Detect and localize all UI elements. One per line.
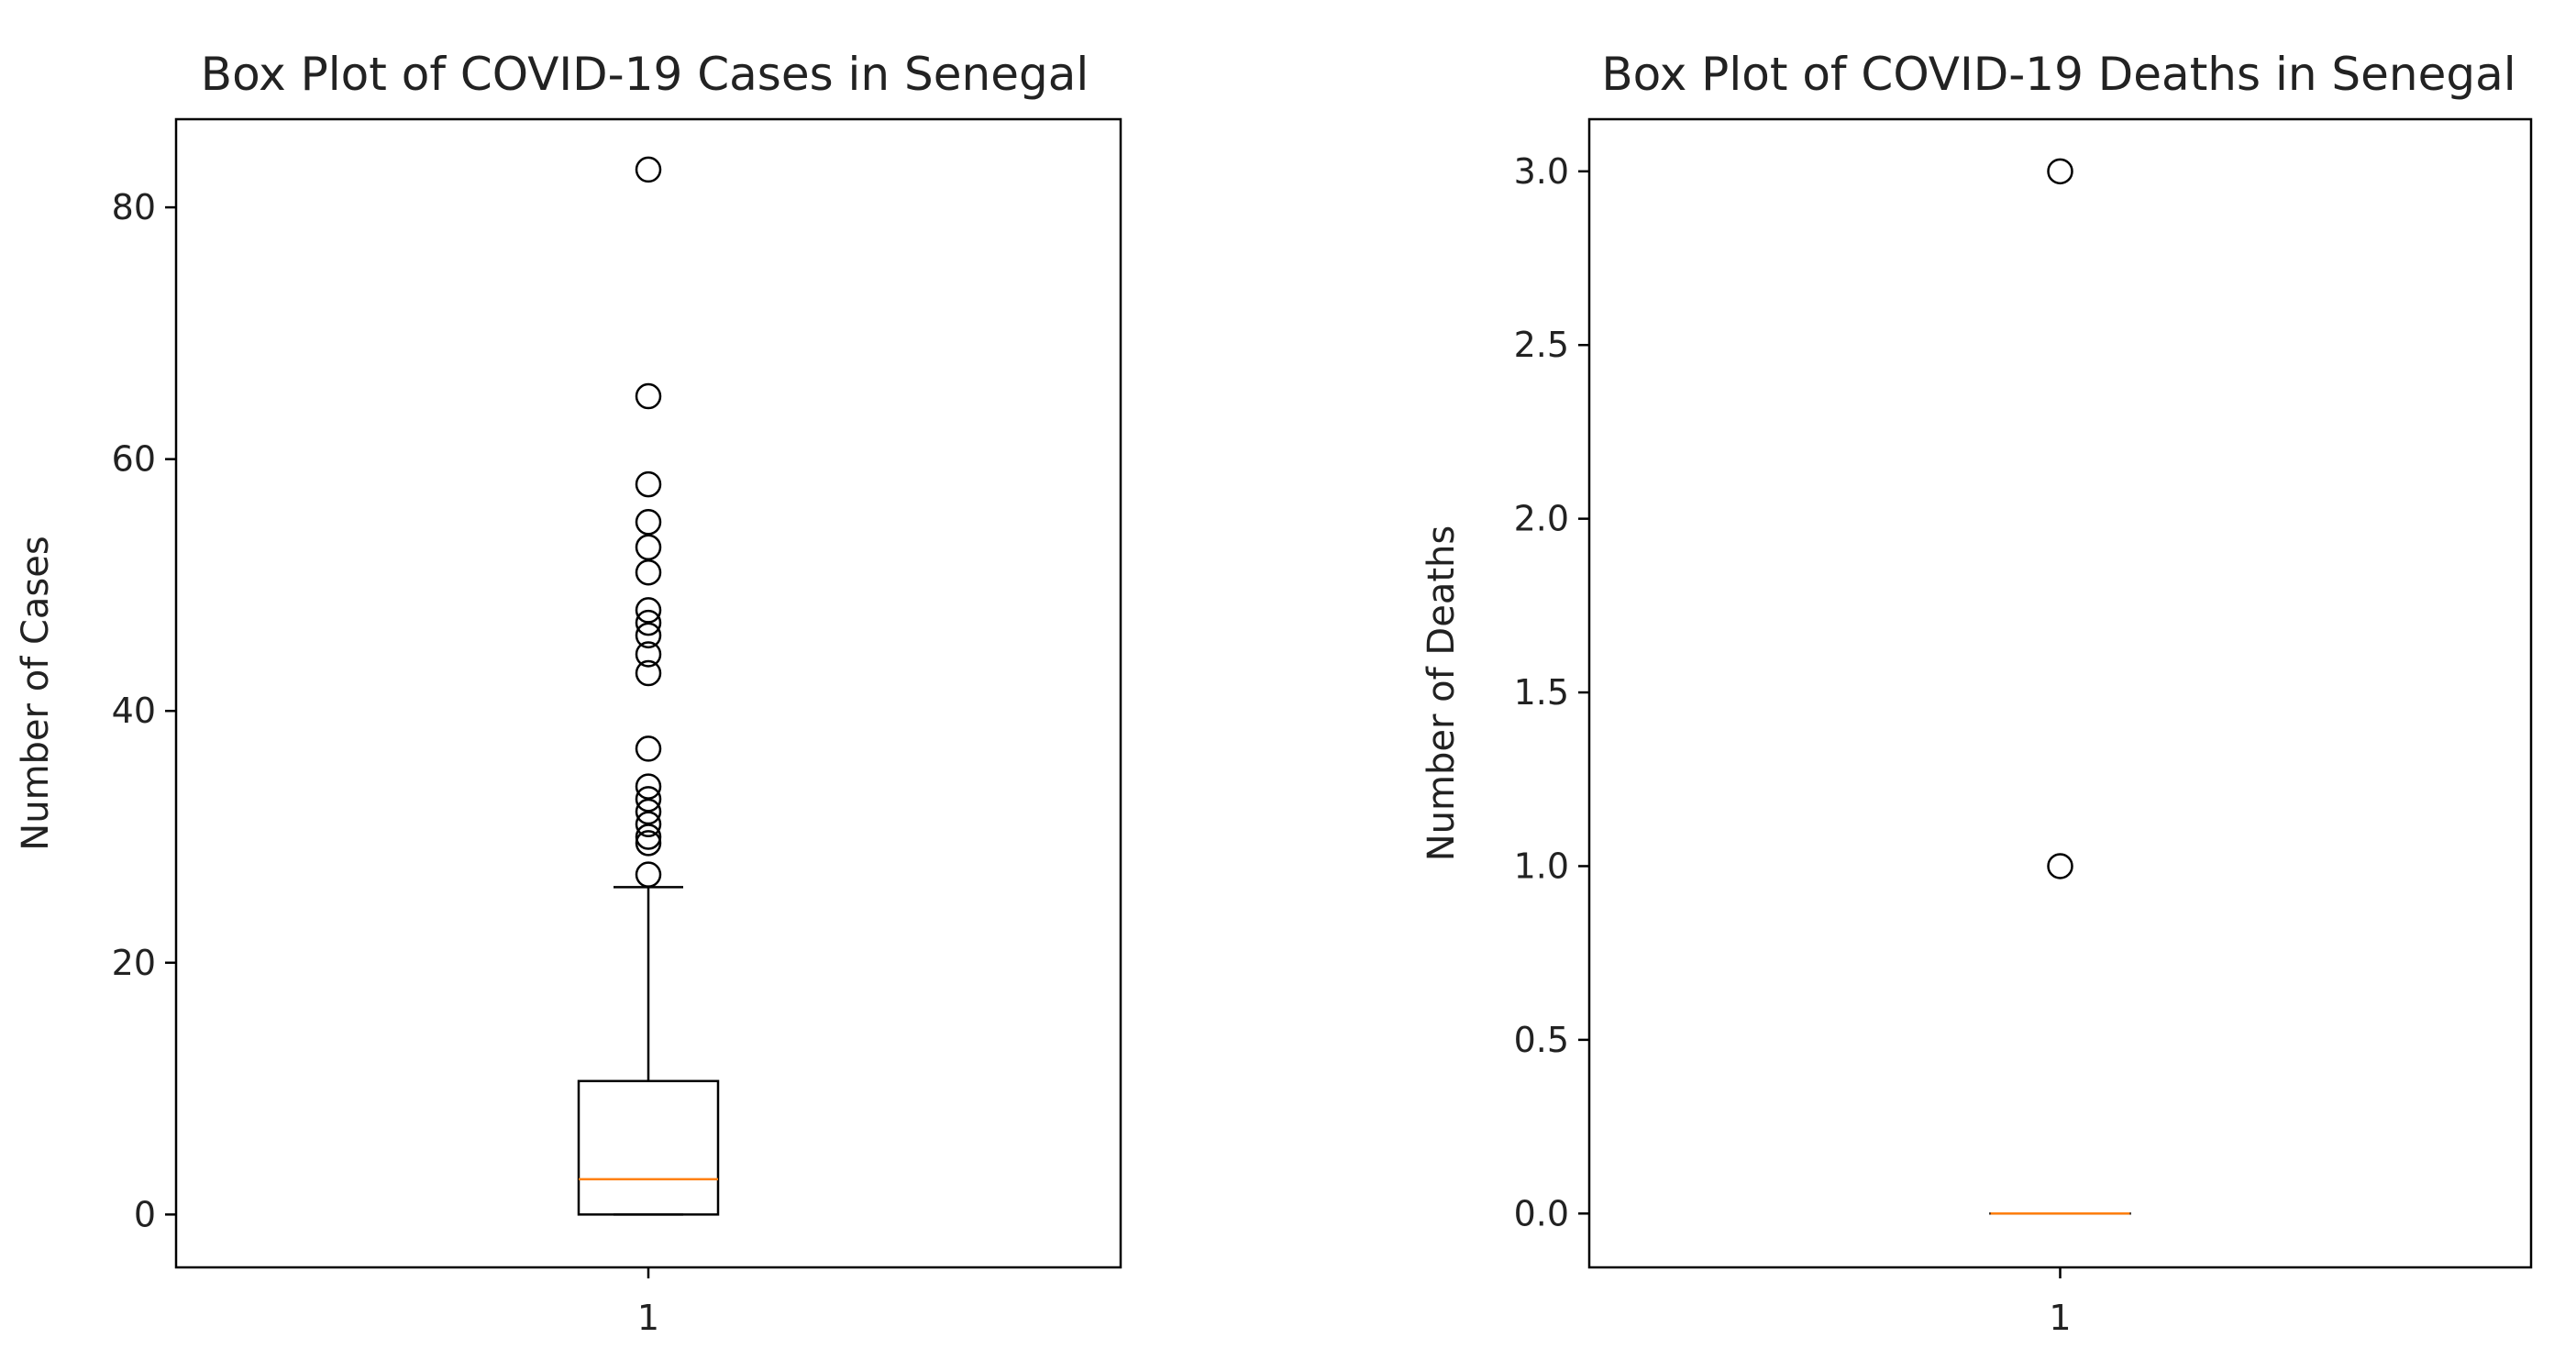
y-tick-label: 80 [112,187,156,227]
outlier-point [635,659,662,687]
y-tick-label: 0 [134,1194,156,1234]
plot-frame [1587,117,2533,1269]
outlier-point [635,773,662,800]
chart-title: Box Plot of COVID-19 Cases in Senegal [201,48,1089,101]
y-axis-label: Number of Deaths [1421,525,1463,861]
outlier-point [635,811,662,838]
outlier-point [635,597,662,624]
outlier-point [635,470,662,498]
y-axis-label: Number of Cases [15,536,57,850]
outlier-point [635,382,662,410]
outlier-point [635,798,662,825]
y-tick-label: 1.5 [1514,672,1569,713]
outlier-point [635,824,662,850]
y-tick-label: 2.5 [1514,325,1569,365]
outlier-point [635,609,662,636]
outlier-point [635,534,662,561]
outlier-point [2047,853,2073,879]
chart-title: Box Plot of COVID-19 Deaths in Senegal [1601,48,2515,101]
chart-2: Box Plot of COVID-19 Deaths in Senegal Nu… [1421,48,2533,1338]
y-tick-label: 3.0 [1514,151,1569,192]
x-tick-label: 1 [637,1298,659,1338]
outlier-point [635,830,662,857]
outlier-point [2047,158,2073,185]
outlier-point [635,861,662,888]
outlier-point [635,156,662,183]
outlier-point [635,558,662,586]
outlier-point [635,641,662,668]
outlier-point [635,509,662,536]
y-tick-label: 60 [112,439,156,480]
y-tick-label: 0.5 [1514,1020,1569,1060]
y-tick-label: 0.0 [1514,1193,1569,1233]
box [577,1079,720,1216]
outlier-point [635,622,662,649]
outlier-point [635,786,662,813]
chart-1: Box Plot of COVID-19 Cases in Senegal Num… [15,48,1122,1338]
x-tick-label: 1 [2049,1298,2071,1338]
outlier-point [635,735,662,762]
y-tick-label: 40 [112,691,156,731]
y-tick-label: 20 [112,943,156,983]
plot-frame [174,117,1122,1269]
y-tick-label: 1.0 [1514,846,1569,886]
y-tick-label: 2.0 [1514,499,1569,539]
